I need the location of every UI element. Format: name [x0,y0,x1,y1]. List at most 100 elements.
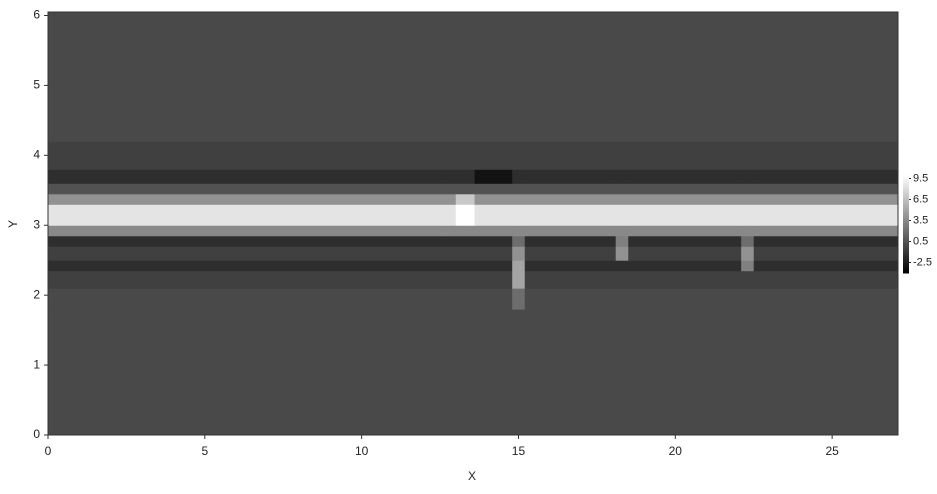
heatmap-cell [48,85,441,142]
heatmap-cell [512,309,526,366]
heatmap-cell [48,246,441,261]
heatmap-cell [474,183,513,195]
heatmap-cell [628,225,742,237]
heatmap-cell [524,246,617,261]
heatmap-cell [48,225,441,237]
colorbar-segment [903,207,909,210]
colorbar-segment [903,201,909,204]
heatmap-cell [455,204,476,226]
colorbar-segment [903,187,909,190]
colorbar-segment [903,175,909,178]
heatmap-cell [48,183,441,195]
heatmap-cell [753,309,899,366]
heatmap-cell [741,309,755,366]
colorbar-segment [903,217,909,220]
heatmap-cell [474,235,513,247]
y-tick-label: 6 [33,8,40,22]
plot-frame [47,11,899,436]
heatmap-cell [474,225,513,237]
heatmap-cell [474,246,513,261]
heatmap-cell [440,309,457,366]
y-axis-label: Y [6,220,20,228]
heatmap-cell [48,204,441,226]
heatmap-cell [440,260,457,272]
heatmap-cell [628,169,742,184]
heatmap-cell [455,260,476,272]
heatmap-cell [455,288,476,310]
heatmap-cell [440,246,457,261]
heatmap-cell [474,309,513,366]
heatmap-cell [524,85,617,142]
colorbar-segment [903,199,909,202]
heatmap-cell [628,365,742,436]
heatmap-cell [440,141,457,170]
heatmap-cell [753,270,899,289]
heatmap-cell [440,12,457,86]
heatmap-cell [524,183,617,195]
colorbar-segment [903,227,909,230]
colorbar-segment [903,259,909,262]
heatmap-cell [628,204,742,226]
colorbar-tick-label: 9.5 [913,172,928,184]
heatmap-cell [741,169,755,184]
colorbar-segment [903,255,909,258]
heatmap-cell [512,193,526,205]
heatmap-cell [455,12,476,86]
heatmap-cell [753,193,899,205]
heatmap-cell [474,85,513,142]
heatmap-cell [628,288,742,310]
colorbar-segment [903,269,909,272]
heatmap-cell [615,12,629,86]
heatmap-cell [524,260,617,272]
heatmap-cell [48,365,441,436]
colorbar-segment [903,229,909,232]
colorbar-segment [903,241,909,244]
heatmap-cell [455,365,476,436]
colorbar-segment [903,181,909,184]
heatmap-cell [615,365,629,436]
heatmap-cell [455,235,476,247]
colorbar-segment [903,243,909,246]
heatmap-cell [753,260,899,272]
heatmap-cell [440,193,457,205]
colorbar-segment [903,177,909,180]
colorbar-segment [903,263,909,266]
heatmap-cell [474,12,513,86]
colorbar-segment [903,185,909,188]
x-tick-label: 0 [45,444,52,458]
heatmap-cell [753,225,899,237]
colorbar-segment [903,257,909,260]
y-tick-label: 1 [33,357,40,371]
y-tick-label: 4 [33,148,40,162]
heatmap-cell [512,270,526,289]
x-tick-label: 25 [825,444,839,458]
heatmap-cell [524,235,617,247]
heatmap-cell [615,141,629,170]
heatmap-cell [48,169,441,184]
heatmap-cell [628,85,742,142]
x-axis-label: X [468,469,476,483]
heatmap-cell [753,365,899,436]
heatmap-cell [440,169,457,184]
heatmap-cell [753,246,899,261]
colorbar-segment [903,251,909,254]
y-tick-label: 3 [33,217,40,231]
heatmap-cell [753,183,899,195]
x-tick-label: 15 [512,444,526,458]
heatmap-cell [753,85,899,142]
heatmap-cell [455,225,476,237]
heatmap-cell [48,12,441,86]
heatmap-cell [512,141,526,170]
heatmap-cell [524,270,617,289]
colorbar-tick-label: -2.5 [913,256,932,268]
heatmap-cell [512,235,526,247]
colorbar-segment [903,237,909,240]
y-tick-label: 0 [33,427,40,441]
heatmap-cell [741,270,755,289]
colorbar-tick-label: 6.5 [913,193,928,205]
heatmap-cell [512,365,526,436]
heatmap-cell [455,183,476,195]
heatmap-cell [48,235,441,247]
heatmap-cell [48,309,441,366]
